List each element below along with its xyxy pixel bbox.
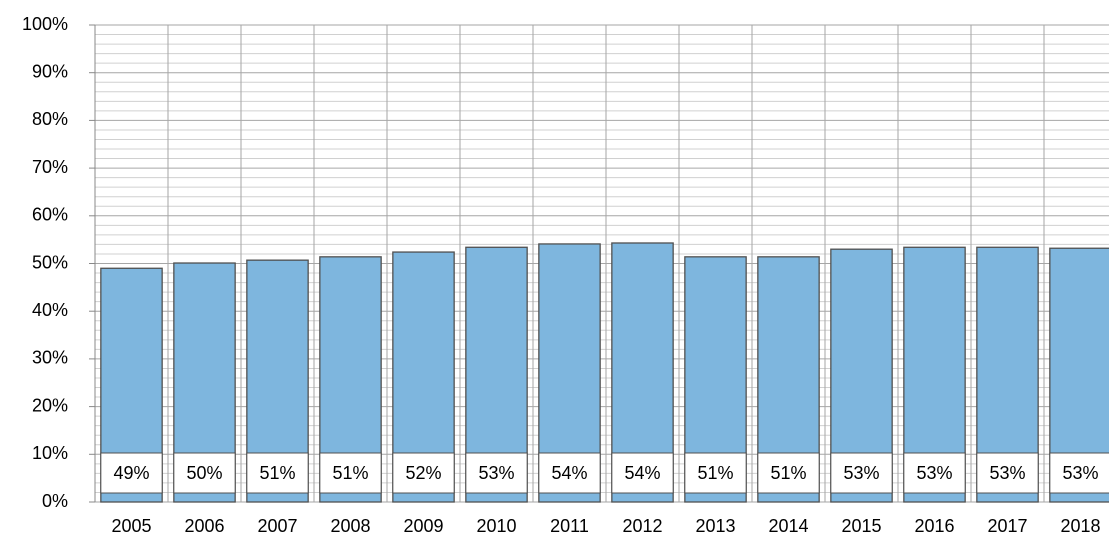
- value-label: 54%: [624, 463, 660, 483]
- x-tick-label: 2007: [257, 516, 297, 536]
- value-label-box: [465, 452, 528, 494]
- value-label-box: [100, 452, 163, 494]
- x-tick-label: 2013: [695, 516, 735, 536]
- y-tick-label: 10%: [32, 443, 68, 463]
- x-tick-label: 2010: [476, 516, 516, 536]
- value-label: 53%: [916, 463, 952, 483]
- value-label: 50%: [186, 463, 222, 483]
- y-tick-label: 60%: [32, 205, 68, 225]
- value-label: 53%: [843, 463, 879, 483]
- value-label: 52%: [405, 463, 441, 483]
- value-label: 51%: [770, 463, 806, 483]
- y-tick-label: 40%: [32, 300, 68, 320]
- y-tick-label: 20%: [32, 395, 68, 415]
- x-tick-label: 2005: [111, 516, 151, 536]
- value-label-box: [392, 452, 455, 494]
- x-tick-label: 2016: [914, 516, 954, 536]
- y-tick-label: 70%: [32, 157, 68, 177]
- x-tick-label: 2009: [403, 516, 443, 536]
- value-label-box: [538, 452, 601, 494]
- y-tick-label: 50%: [32, 252, 68, 272]
- value-label-box: [1049, 452, 1109, 494]
- value-label-box: [611, 452, 674, 494]
- value-label: 51%: [259, 463, 295, 483]
- x-tick-label: 2018: [1060, 516, 1100, 536]
- x-tick-label: 2011: [550, 516, 589, 536]
- value-label: 53%: [1062, 463, 1098, 483]
- value-label-box: [173, 452, 236, 494]
- y-tick-label: 90%: [32, 61, 68, 81]
- value-label-box: [319, 452, 382, 494]
- value-label-box: [903, 452, 966, 494]
- x-tick-label: 2017: [987, 516, 1027, 536]
- y-tick-label: 30%: [32, 348, 68, 368]
- value-label: 53%: [478, 463, 514, 483]
- y-tick-label: 0%: [42, 491, 68, 511]
- x-tick-label: 2015: [841, 516, 881, 536]
- value-label: 54%: [551, 463, 587, 483]
- value-label-box: [976, 452, 1039, 494]
- value-label-box: [684, 452, 747, 494]
- x-tick-label: 2014: [768, 516, 808, 536]
- value-label: 51%: [332, 463, 368, 483]
- value-label: 51%: [697, 463, 733, 483]
- value-label-box: [830, 452, 893, 494]
- value-label: 49%: [113, 463, 149, 483]
- y-tick-label: 80%: [32, 109, 68, 129]
- y-tick-label: 100%: [22, 14, 68, 34]
- value-label-box: [246, 452, 309, 494]
- x-tick-label: 2008: [330, 516, 370, 536]
- x-tick-label: 2006: [184, 516, 224, 536]
- value-label: 53%: [989, 463, 1025, 483]
- value-label-box: [757, 452, 820, 494]
- x-tick-label: 2012: [622, 516, 662, 536]
